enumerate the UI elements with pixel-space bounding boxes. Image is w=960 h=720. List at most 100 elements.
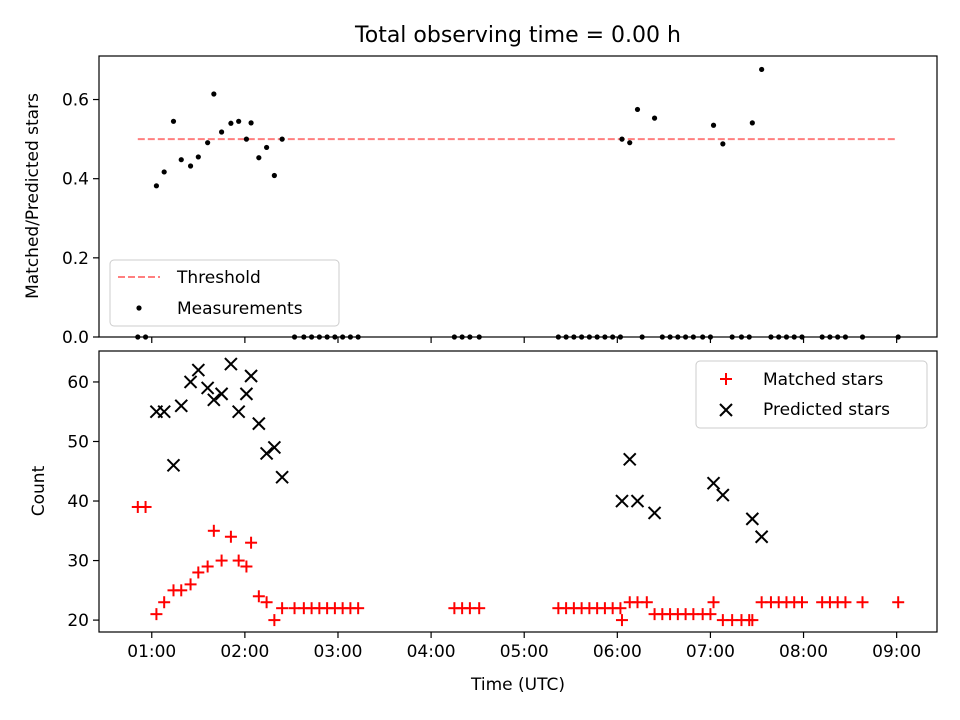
predicted-stars-point	[200, 381, 215, 395]
matched-stars-point	[268, 614, 281, 627]
measurement-point	[264, 144, 270, 151]
predicted-stars-point	[267, 440, 282, 455]
legend-threshold-label: Threshold	[176, 268, 261, 288]
measurement-point	[228, 120, 234, 126]
bottom-y-axis: 20 30 40 50 60	[67, 373, 99, 631]
x-tick-label: 05:00	[500, 642, 549, 662]
matched-stars-point	[192, 566, 205, 579]
matched-stars-point	[707, 596, 720, 609]
x-axis-label: Time (UTC)	[470, 675, 565, 695]
matched-stars-point	[892, 596, 905, 609]
predicted-stars-point	[630, 494, 645, 508]
bottom-x-axis: 01:00 02:00 03:00 04:00 05:00 06:00 07:00 08:00…	[127, 632, 921, 662]
matched-stars-point	[245, 536, 258, 549]
measurement-point	[187, 163, 194, 169]
y-tick-label: 30	[67, 552, 89, 572]
top-y-axis: 0.0 0.2 0.4 0.6	[62, 91, 99, 348]
top-y-axis-label: Matched/Predicted stars	[23, 93, 43, 299]
matched-stars-point	[201, 560, 214, 573]
y-tick-label: 0.2	[62, 249, 89, 269]
measurement-point	[720, 141, 726, 147]
matched-stars-point	[614, 602, 627, 615]
predicted-stars-point	[615, 494, 629, 508]
measurement-point	[236, 118, 242, 124]
bottom-plot-frame	[98, 350, 938, 633]
predicted-stars-point	[157, 405, 171, 419]
predicted-stars-point	[231, 405, 246, 419]
matched-stars-point	[473, 602, 486, 615]
top-marks	[135, 66, 901, 340]
predicted-stars-point	[224, 357, 238, 371]
predicted-stars-point	[716, 488, 730, 502]
matched-stars-point	[640, 596, 653, 609]
y-tick-label: 0.6	[62, 91, 89, 111]
matched-stars-point	[276, 602, 289, 615]
predicted-stars-point	[244, 369, 258, 383]
measurement-point	[279, 136, 285, 142]
predicted-stars-point	[706, 476, 721, 490]
legend-measurements-swatch	[136, 305, 142, 311]
x-tick-label: 08:00	[779, 642, 828, 662]
top-legend: Threshold Measurements	[109, 259, 340, 327]
legend-matched-label: Matched stars	[763, 370, 883, 390]
x-tick-label: 02:00	[220, 642, 269, 662]
matched-stars-point	[795, 596, 808, 609]
y-tick-label: 50	[67, 432, 89, 452]
measurement-point	[710, 122, 717, 128]
top-legend-box	[109, 259, 340, 327]
bottom-panel: 20 30 40 50 60 01:00 02:00 03:00 04:00 05:00 06:0…	[29, 350, 938, 695]
measurement-point	[195, 154, 201, 160]
x-tick-label: 07:00	[686, 642, 735, 662]
matched-stars-point	[856, 596, 869, 609]
x-tick-label: 03:00	[313, 642, 362, 662]
y-tick-label: 0.0	[62, 328, 89, 348]
measurement-point	[170, 118, 177, 124]
x-tick-label: 04:00	[407, 642, 456, 662]
predicted-stars-point	[183, 375, 198, 389]
matched-stars-point	[839, 596, 852, 609]
top-plot-frame	[98, 55, 938, 338]
matched-stars-point	[704, 608, 717, 621]
predicted-stars-point	[174, 399, 188, 413]
measurement-point	[634, 106, 641, 113]
predicted-stars-point	[207, 393, 221, 407]
legend-predicted-label: Predicted stars	[763, 400, 890, 420]
matched-stars-point	[139, 500, 152, 513]
measurement-point	[153, 183, 160, 189]
matched-stars-point	[232, 554, 245, 567]
bottom-legend-box	[695, 360, 928, 429]
matched-stars-point	[746, 614, 759, 627]
measurement-point	[749, 120, 755, 126]
matched-stars-point	[215, 554, 228, 567]
matched-stars-point	[615, 614, 628, 627]
matched-stars-point	[352, 602, 365, 615]
matched-stars-point	[184, 578, 197, 591]
legend-predicted-swatch	[719, 403, 733, 417]
bottom-y-axis-label: Count	[29, 465, 49, 516]
predicted-stars-point	[252, 416, 266, 431]
measurement-point	[248, 120, 254, 126]
predicted-stars-point	[275, 470, 289, 484]
measurement-point	[205, 140, 211, 146]
matched-stars-point	[224, 530, 237, 543]
matched-stars-point	[207, 524, 220, 537]
predicted-stars-point	[754, 530, 769, 544]
predicted-stars-point	[166, 458, 181, 473]
figure-title: Total observing time = 0.00 h	[354, 23, 681, 48]
measurement-point	[256, 155, 262, 161]
bottom-legend: Matched stars Predicted stars	[695, 360, 928, 429]
x-tick-label: 06:00	[593, 642, 642, 662]
matched-stars-point	[158, 596, 171, 609]
matched-stars-point	[150, 608, 163, 621]
measurement-point	[161, 169, 167, 175]
measurement-point	[178, 157, 184, 163]
measurement-point	[271, 172, 277, 179]
y-tick-label: 20	[67, 611, 89, 631]
measurement-point	[651, 115, 658, 121]
bottom-marks	[131, 357, 905, 627]
x-tick-label: 01:00	[127, 642, 176, 662]
predicted-stars-point	[647, 506, 662, 520]
predicted-stars-point	[239, 387, 254, 401]
predicted-stars-point	[214, 387, 229, 401]
